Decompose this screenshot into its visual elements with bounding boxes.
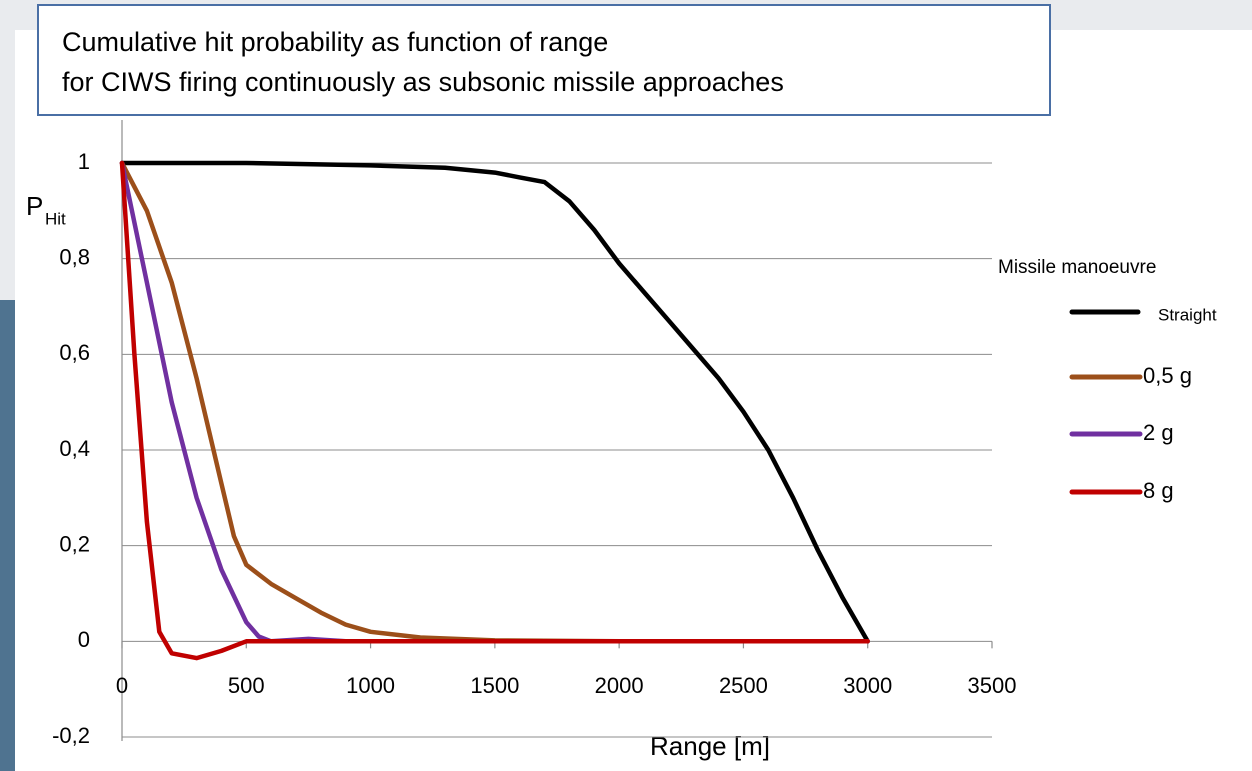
x-tick-label: 3500	[968, 673, 1017, 698]
y-axis-label-sub: Hit	[45, 209, 66, 228]
series-line	[119, 160, 870, 644]
series-line	[119, 160, 870, 661]
chart-title: Cumulative hit probability as function o…	[62, 27, 608, 57]
x-tick-label: 3000	[843, 673, 892, 698]
chart-title: for CIWS firing continuously as subsonic…	[62, 67, 784, 97]
x-tick-label: 2500	[719, 673, 768, 698]
legend-label: 2 g	[1143, 420, 1174, 445]
y-tick-label: 0,8	[59, 244, 90, 269]
x-tick-label: 2000	[595, 673, 644, 698]
y-tick-label: -0,2	[52, 723, 90, 748]
legend-label: 8 g	[1143, 478, 1174, 503]
legend-label: Straight	[1158, 305, 1217, 324]
x-tick-label: 1000	[346, 673, 395, 698]
x-tick-label: 0	[116, 673, 128, 698]
x-axis-label: Range [m]	[650, 731, 770, 761]
y-tick-label: 0,6	[59, 340, 90, 365]
legend-label: 0,5 g	[1143, 363, 1192, 388]
y-tick-label: 1	[78, 149, 90, 174]
x-tick-label: 500	[228, 673, 265, 698]
title-box	[37, 4, 1051, 116]
series-line	[119, 160, 870, 644]
y-tick-label: 0	[78, 627, 90, 652]
legend-title: Missile manoeuvre	[998, 257, 1156, 278]
y-axis-label: P	[26, 191, 43, 221]
x-tick-label: 1500	[470, 673, 519, 698]
y-tick-label: 0,4	[59, 436, 90, 461]
y-tick-label: 0,2	[59, 531, 90, 556]
plot-panel	[15, 30, 1252, 771]
